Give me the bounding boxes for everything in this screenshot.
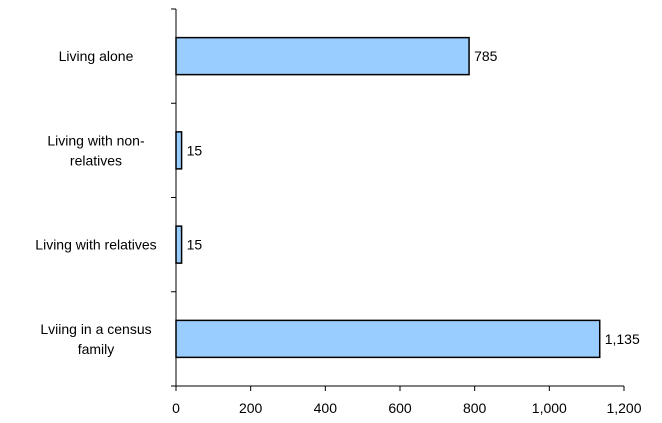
- category-label-line: Living with relatives: [35, 237, 156, 253]
- bar: [175, 225, 183, 264]
- bar-value-label: 15: [187, 237, 203, 253]
- category-label: Lviing in a census family: [40, 321, 151, 357]
- category-label-line: Living with non-: [47, 132, 145, 148]
- category-label: Living with relatives: [35, 237, 156, 253]
- category-label: Living with non-relatives: [47, 132, 145, 168]
- x-tick-label: 800: [463, 400, 487, 416]
- category-label-line: relatives: [70, 152, 122, 168]
- x-tick-label: 0: [172, 400, 180, 416]
- x-tick-label: 200: [239, 400, 263, 416]
- category-label-line: Lviing in a census: [40, 321, 151, 337]
- bar-value-label: 15: [187, 142, 203, 158]
- category-label: Living alone: [59, 48, 134, 64]
- category-label-line: family: [78, 341, 115, 357]
- x-tick-label: 400: [314, 400, 338, 416]
- bar: [175, 319, 601, 359]
- plot-area: 0 200 400 600 800 1,000 1,200 785 Living alone 15…: [35, 8, 642, 416]
- bar-value-label: 785: [474, 48, 498, 64]
- category-label-line: Living alone: [59, 48, 134, 64]
- bar: [175, 36, 470, 76]
- bar-value-label: 1,135: [605, 331, 640, 347]
- x-tick-label: 1,200: [606, 400, 641, 416]
- x-tick-label: 1,000: [532, 400, 567, 416]
- bar: [175, 131, 183, 170]
- x-tick-label: 600: [388, 400, 412, 416]
